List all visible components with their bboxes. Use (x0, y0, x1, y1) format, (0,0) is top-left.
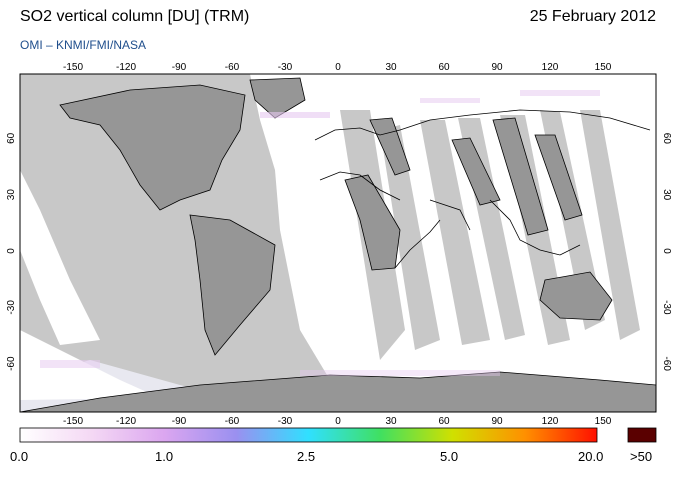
noise-speckles (40, 90, 600, 376)
latitude-ticks-right: 60 30 0 -30 -60 (661, 133, 672, 372)
lon-tick-label-top: 150 (595, 62, 612, 73)
lat-tick-label-right: -30 (661, 300, 672, 315)
lon-tick-label-bottom: 90 (491, 416, 503, 427)
land-masses (20, 77, 656, 412)
lon-tick-label-bottom: 120 (542, 416, 559, 427)
lon-tick-label-top: 90 (491, 62, 503, 73)
lon-tick-label-top: 0 (335, 62, 341, 73)
coastlines (314, 109, 651, 269)
colorbar-label-3: 5.0 (440, 449, 459, 464)
lon-tick-label-top: -60 (225, 62, 240, 73)
colorbar-label-1: 1.0 (155, 449, 174, 464)
lat-tick-label-right: 0 (661, 248, 672, 254)
lat-tick-label-right: 30 (661, 189, 672, 201)
colorbar-overflow-swatch (627, 427, 657, 443)
lon-tick-label-top: 60 (438, 62, 450, 73)
lon-tick-label-top: -150 (63, 62, 83, 73)
lon-tick-label-top: -90 (172, 62, 187, 73)
map-date: 25 February 2012 (529, 8, 656, 25)
lon-tick-label-top: -30 (278, 62, 293, 73)
lon-tick-label-bottom: 30 (385, 416, 397, 427)
longitude-ticks-top: -150 -120 -90 -60 -30 0 30 60 90 120 150 (63, 62, 612, 73)
colorbar-label-2: 2.5 (297, 449, 316, 464)
colorbar-label-0: 0.0 (10, 449, 29, 464)
colorbar-overflow-label: >50 (630, 449, 653, 464)
map-title: SO2 vertical column [DU] (TRM) (20, 8, 250, 25)
lon-tick-label-bottom: 0 (335, 416, 341, 427)
lon-tick-label-top: 120 (542, 62, 559, 73)
lon-tick-label-bottom: 150 (595, 416, 612, 427)
lat-tick-label-right: 60 (661, 133, 672, 145)
map-credits: OMI – KNMI/FMI/NASA (20, 38, 147, 52)
lon-tick-label-bottom: -60 (225, 416, 240, 427)
lon-tick-label-top: -120 (116, 62, 136, 73)
colorbar (19, 427, 598, 443)
lon-tick-label-bottom: -90 (172, 416, 187, 427)
lon-tick-label-bottom: -120 (116, 416, 136, 427)
lat-tick-label-right: -60 (661, 356, 672, 371)
map-frame (19, 73, 657, 413)
lon-tick-label-bottom: -30 (278, 416, 293, 427)
lat-tick-label-left: 30 (6, 189, 17, 201)
lon-tick-label-top: 30 (385, 62, 397, 73)
lat-tick-label-left: 60 (6, 132, 17, 144)
lat-tick-label-left: 0 (6, 248, 17, 254)
lat-tick-label-left: -60 (6, 356, 17, 371)
latitude-ticks-left: 60 30 0 -30 -60 (6, 132, 17, 371)
longitude-ticks-bottom: -150 -120 -90 -60 -30 0 30 60 90 120 150 (63, 416, 612, 427)
lon-tick-label-bottom: 60 (438, 416, 450, 427)
lon-tick-label-bottom: -150 (63, 416, 83, 427)
lat-tick-label-left: -30 (6, 300, 17, 315)
colorbar-label-4: 20.0 (578, 449, 604, 464)
